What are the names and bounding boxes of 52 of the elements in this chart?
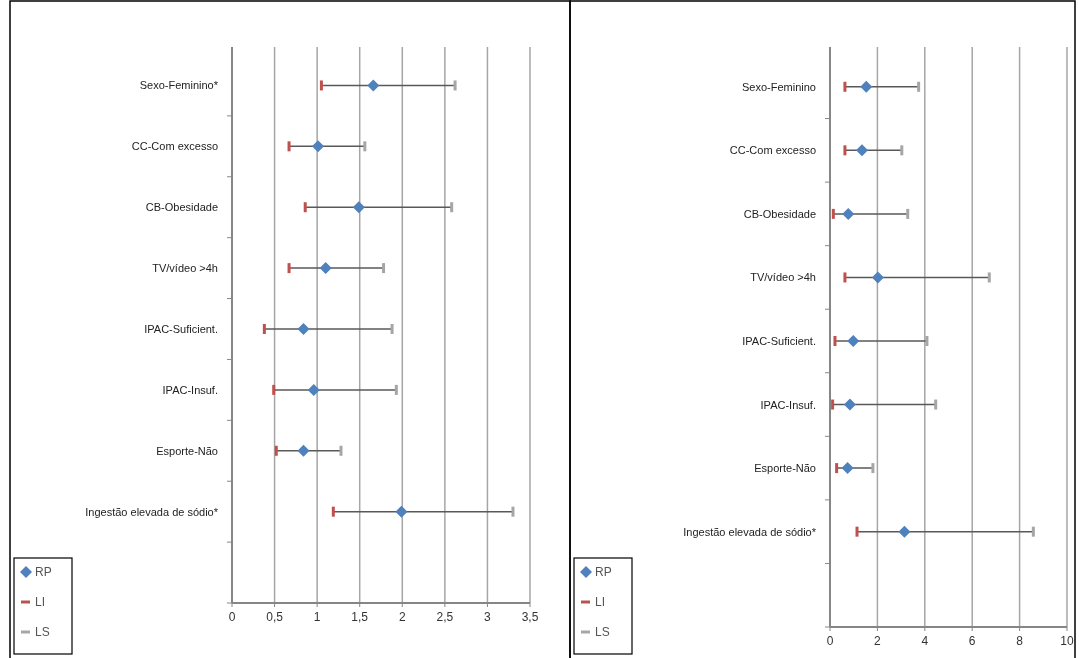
y-tick-label: Ingestão elevada de sódio* [85, 505, 219, 518]
x-tick-label: 4 [921, 634, 929, 648]
y-tick-label: Ingestão elevada de sódio* [683, 525, 817, 538]
y-tick-label: CB-Obesidade [743, 207, 816, 220]
point [297, 323, 310, 335]
x-tick-label: 0,5 [266, 610, 284, 624]
y-tick-label: CB-Obesidade [145, 201, 218, 214]
point [297, 444, 310, 457]
point [307, 383, 320, 396]
legend-label: RP [595, 565, 612, 579]
x-tick-label: 3,5 [521, 610, 539, 624]
point [860, 80, 873, 93]
point [352, 201, 365, 214]
y-tick-label: IPAC-Insuf. [162, 383, 218, 396]
x-tick-label: 1,5 [351, 610, 369, 624]
y-tick-label: TV/vídeo >4h [152, 262, 218, 275]
x-tick-label: 8 [1016, 634, 1024, 648]
point [842, 207, 855, 220]
x-tick-label: 3 [484, 610, 492, 624]
point [367, 79, 380, 92]
point [395, 505, 408, 518]
y-tick-label: Sexo-Feminino* [139, 79, 219, 92]
x-tick-label: 0 [228, 610, 236, 624]
legend-label: LS [595, 625, 610, 639]
x-tick-label: 2 [874, 634, 882, 648]
y-tick-label: TV/vídeo >4h [750, 271, 816, 284]
legend-label: LS [35, 625, 50, 639]
legend-label: RP [35, 565, 52, 579]
point [841, 462, 854, 475]
legend-label: LI [595, 595, 606, 609]
y-tick-label: CC-Com excesso [131, 140, 218, 153]
x-tick-label: 0 [826, 634, 834, 648]
x-tick-label: 1 [313, 610, 321, 624]
point [311, 140, 324, 153]
x-tick-label: 6 [968, 634, 976, 648]
point [871, 271, 884, 284]
point [843, 398, 856, 411]
y-tick-label: IPAC-Suficient. [742, 335, 816, 347]
x-tick-label: 2 [398, 610, 406, 624]
point [847, 335, 860, 347]
point [898, 525, 911, 538]
legend-label: LI [35, 595, 46, 609]
y-tick-label: IPAC-Suficient. [144, 323, 218, 335]
point [319, 262, 332, 275]
x-tick-label: 2,5 [436, 610, 454, 624]
y-tick-label: Sexo-Feminino [742, 80, 816, 93]
y-tick-label: IPAC-Insuf. [760, 398, 816, 411]
x-tick-label: 10 [1060, 634, 1074, 648]
y-tick-label: Esporte-Não [156, 444, 218, 457]
point [856, 144, 868, 157]
y-tick-label: Esporte-Não [754, 462, 816, 475]
y-tick-label: CC-Com excesso [729, 144, 816, 157]
